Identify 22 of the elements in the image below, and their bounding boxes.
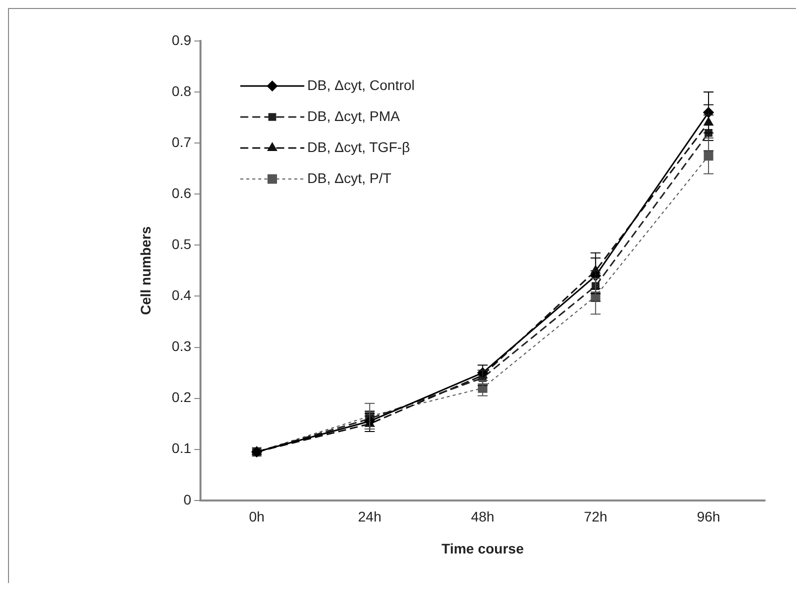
x-tick-label: 48h [470,508,494,525]
y-tick-label: 0.9 [172,32,192,48]
y-tick-label: 0.7 [172,134,192,150]
x-tick-label: 96h [696,508,720,525]
y-tick-label: 0.4 [172,287,192,304]
x-axis-title: Time course [442,540,524,556]
y-tick-label: 0.6 [172,184,192,201]
y-tick-label: 0.1 [172,440,192,456]
y-tick-label: 0.8 [172,82,192,99]
legend-label: DB, Δcyt, TGF-β [307,138,410,155]
y-axis-title: Cell numbers [137,226,154,316]
x-tick-label: 72h [584,508,608,525]
x-tick-label: 0h [248,508,265,525]
y-tick-label: 0 [183,491,192,508]
y-tick-label: 0.5 [172,236,192,252]
point [704,151,714,161]
legend-label: DB, Δcyt, PMA [307,108,401,124]
y-tick-label: 0.2 [172,389,192,406]
x-tick-label: 24h [358,508,382,525]
legend-label: DB, Δcyt, Control [307,76,415,93]
legend-label: DB, Δcyt, P/T [307,170,392,186]
y-tick-label: 0.3 [172,338,192,354]
